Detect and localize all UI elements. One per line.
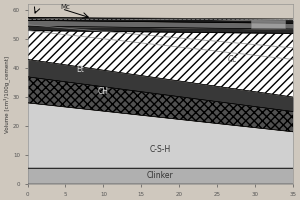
Text: Clinker: Clinker	[147, 171, 174, 180]
Bar	[251, 20, 285, 28]
Text: CH: CH	[98, 87, 109, 96]
Text: Cc: Cc	[227, 55, 237, 64]
Y-axis label: Volume [cm³/100g_cement]: Volume [cm³/100g_cement]	[4, 56, 10, 133]
Text: Et: Et	[77, 65, 85, 74]
Text: C-S-H: C-S-H	[150, 145, 171, 154]
Text: Mc: Mc	[61, 4, 70, 10]
